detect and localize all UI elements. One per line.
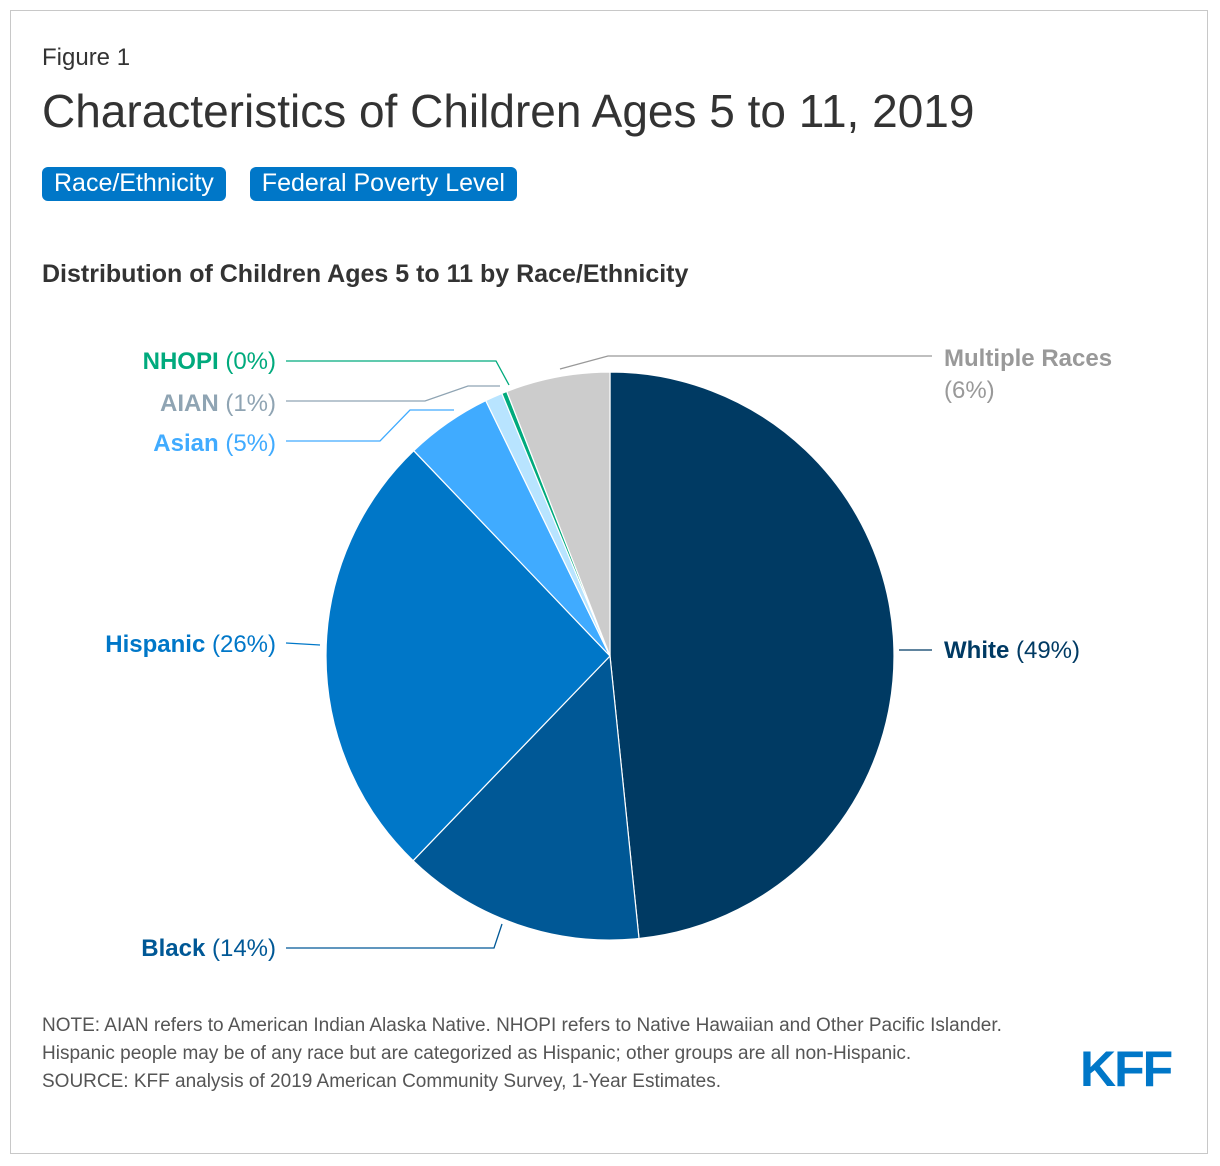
data-label-aian: AIAN (1%) (160, 390, 276, 417)
tab-bar: Race/Ethnicity Federal Poverty Level (42, 167, 517, 201)
data-label-black: Black (14%) (141, 935, 276, 962)
note-block: NOTE: AIAN refers to American Indian Ala… (42, 1012, 1052, 1096)
note-text: NOTE: AIAN refers to American Indian Ala… (42, 1015, 1002, 1064)
data-label-white: White (49%) (944, 637, 1080, 664)
kff-logo: KFF (1080, 1041, 1173, 1097)
pie-slice-white (609, 371, 895, 940)
data-label-asian: Asian (5%) (153, 430, 276, 457)
chart-title: Distribution of Children Ages 5 to 11 by… (42, 260, 689, 288)
pie-slice-multiple-races (505, 371, 611, 657)
data-label-hispanic: Hispanic (26%) (105, 631, 276, 658)
data-label-nhopi: NHOPI (0%) (143, 348, 276, 375)
figure-label: Figure 1 (42, 44, 131, 71)
tab-federal-poverty-level[interactable]: Federal Poverty Level (249, 167, 517, 201)
page-title: Characteristics of Children Ages 5 to 11… (42, 85, 975, 137)
leader-line-asian (286, 409, 454, 442)
pie-slice-hispanic (325, 449, 611, 862)
leader-line-hispanic (285, 642, 321, 646)
pie-chart: White (49%) Black (14%) Hispanic (26%) Asia… (105, 345, 1112, 962)
leader-line-nhopi (286, 360, 510, 386)
pie-slice-black (412, 654, 640, 941)
source-text: SOURCE: KFF analysis of 2019 American Co… (42, 1071, 721, 1092)
tab-race-ethnicity[interactable]: Race/Ethnicity (42, 167, 226, 201)
leader-line-aian (286, 385, 500, 402)
leader-line-black (286, 923, 503, 949)
leader-line-multiple-races (559, 355, 932, 370)
data-label-multiple-races: Multiple Races (6%) (944, 345, 1112, 404)
figure-frame (10, 10, 1208, 1154)
